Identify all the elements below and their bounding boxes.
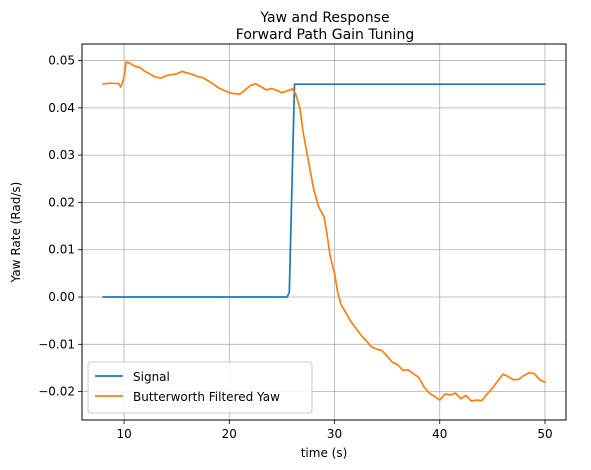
x-tick-label: 50 xyxy=(537,427,552,441)
legend-label-signal: Signal xyxy=(133,370,170,384)
series-lines xyxy=(102,61,546,402)
y-tick-label: −0.01 xyxy=(38,337,75,351)
axis-ticks: 10 20 30 40 50 −0.02 −0.01 0.00 0.01 0.02 0.03 0.04… xyxy=(38,54,552,441)
y-tick-label: 0.00 xyxy=(48,290,75,304)
y-tick-label: 0.03 xyxy=(48,148,75,162)
series-line-signal xyxy=(102,83,546,298)
legend-label-filtered-yaw: Butterworth Filtered Yaw xyxy=(133,390,280,404)
y-tick-label: 0.04 xyxy=(48,101,75,115)
y-tick-label: 0.01 xyxy=(48,243,75,257)
y-axis-label: Yaw Rate (Rad/s) xyxy=(9,182,23,284)
chart-title: Yaw and Response xyxy=(259,10,389,26)
series-line-filtered-yaw xyxy=(102,61,546,402)
x-tick-label: 30 xyxy=(327,427,342,441)
x-axis-label: time (s) xyxy=(301,446,348,460)
x-tick-label: 20 xyxy=(222,427,237,441)
plot-frame xyxy=(81,43,567,421)
legend-box xyxy=(87,361,313,414)
legend: Signal Butterworth Filtered Yaw xyxy=(87,361,313,414)
x-tick-label: 40 xyxy=(432,427,447,441)
y-tick-label: −0.02 xyxy=(38,385,75,399)
y-tick-label: 0.02 xyxy=(48,195,75,209)
y-tick-label: 0.05 xyxy=(48,54,75,68)
x-tick-label: 10 xyxy=(116,427,131,441)
chart-subtitle: Forward Path Gain Tuning xyxy=(236,27,414,43)
